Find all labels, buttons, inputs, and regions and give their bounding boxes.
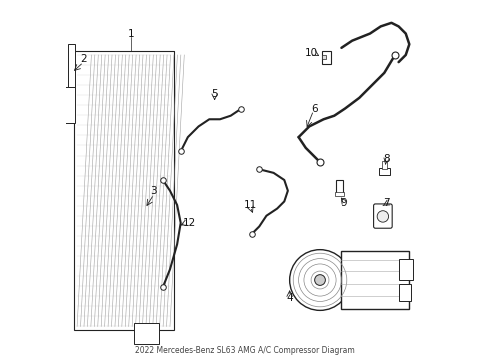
Circle shape [315, 275, 325, 285]
FancyBboxPatch shape [373, 204, 392, 228]
Text: 3: 3 [150, 186, 157, 196]
Bar [134, 323, 159, 344]
Bar [68, 44, 75, 87]
Text: 11: 11 [244, 200, 257, 210]
Text: 10: 10 [304, 48, 318, 58]
Text: 8: 8 [384, 154, 390, 164]
Bar [336, 180, 343, 194]
Text: 4: 4 [286, 293, 293, 303]
Circle shape [290, 249, 350, 310]
Text: 7: 7 [383, 198, 390, 208]
Text: 1: 1 [127, 28, 134, 39]
Bar [398, 258, 413, 280]
Text: 2022 Mercedes-Benz SL63 AMG A/C Compressor Diagram: 2022 Mercedes-Benz SL63 AMG A/C Compress… [135, 346, 355, 355]
Text: 2: 2 [80, 54, 87, 64]
Bar [322, 51, 331, 64]
Bar [342, 251, 409, 309]
Text: 5: 5 [211, 89, 218, 99]
Bar [322, 55, 326, 59]
Bar [65, 87, 75, 123]
Bar [335, 192, 344, 196]
Text: 9: 9 [340, 198, 347, 208]
Text: 6: 6 [311, 104, 318, 113]
Bar [379, 168, 390, 175]
Text: 12: 12 [183, 218, 196, 228]
Bar [398, 284, 411, 301]
Bar [74, 51, 173, 330]
Circle shape [377, 211, 389, 222]
Bar [382, 161, 387, 169]
